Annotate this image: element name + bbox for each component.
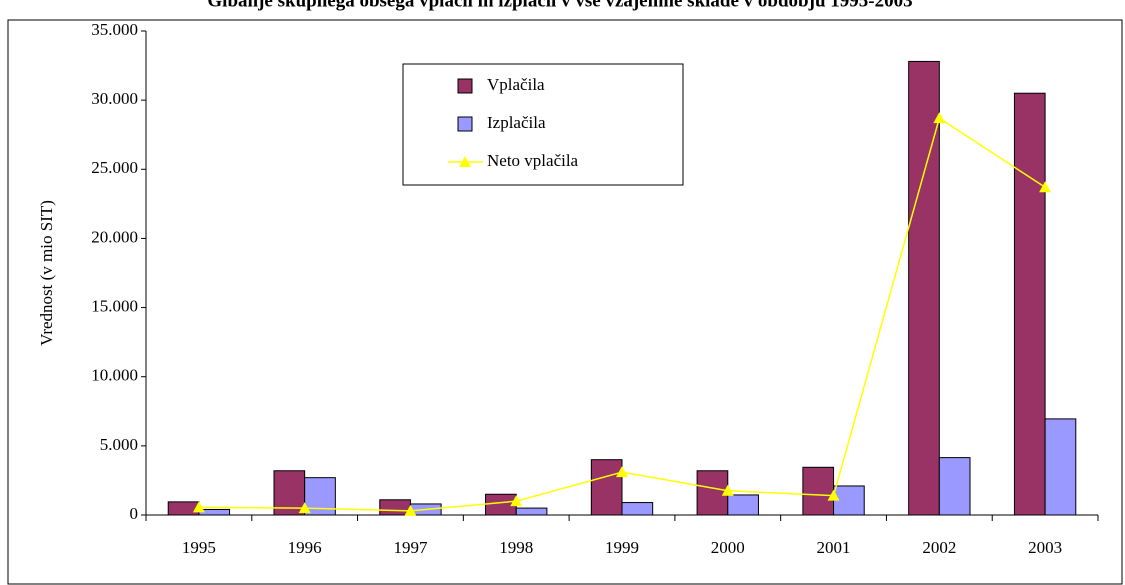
y-tick-label: 5.000: [100, 435, 138, 454]
x-tick-label: 1998: [499, 538, 533, 557]
bar: [167, 501, 200, 516]
x-tick-label: 1999: [605, 538, 639, 557]
legend-box: [402, 63, 684, 186]
chart-title: Gibanje skupnega obsega vplačil in izpla…: [207, 0, 912, 11]
bar: [379, 499, 411, 516]
legend-label: Neto vplačila: [487, 151, 579, 170]
x-tick-label: 1996: [288, 538, 322, 557]
y-axis-label: Vrednost (v mio SIT): [37, 200, 56, 346]
x-tick-label: 2002: [922, 538, 956, 557]
marker: [616, 466, 628, 478]
x-tick-label: 2000: [711, 538, 745, 557]
y-tick-label: 20.000: [91, 227, 138, 246]
y-tick-label: 30.000: [91, 89, 138, 108]
bar: [696, 470, 729, 516]
bar: [727, 494, 759, 516]
y-tick-label: 10.000: [91, 366, 138, 385]
bar: [802, 466, 835, 516]
x-tick-label: 1995: [182, 538, 216, 557]
bar: [515, 507, 548, 516]
marker: [192, 501, 205, 513]
y-tick-label: 0: [130, 504, 139, 523]
bar: [938, 457, 971, 516]
legend-swatch: [457, 78, 473, 94]
bar: [621, 502, 654, 516]
legend-label: Vplačila: [487, 75, 545, 94]
legend-swatch: [457, 116, 473, 132]
legend-label: Izplačila: [487, 113, 546, 132]
legend-marker: [459, 156, 471, 167]
marker: [510, 495, 523, 507]
y-tick-label: 15.000: [91, 296, 138, 315]
marker: [721, 484, 734, 496]
bar: [1044, 418, 1077, 516]
x-tick-label: 2001: [817, 538, 851, 557]
x-tick-label: 2003: [1028, 538, 1062, 557]
marker: [933, 112, 946, 124]
chart-frame: [7, 19, 1123, 585]
bar: [1013, 92, 1046, 516]
bar: [590, 459, 623, 516]
marker: [827, 489, 840, 501]
y-tick-label: 25.000: [91, 158, 138, 177]
y-tick-label: 35.000: [91, 20, 138, 39]
marker: [298, 502, 311, 514]
marker: [1039, 181, 1052, 193]
marker: [404, 504, 417, 516]
bar: [908, 60, 940, 516]
x-tick-label: 1997: [393, 538, 428, 557]
